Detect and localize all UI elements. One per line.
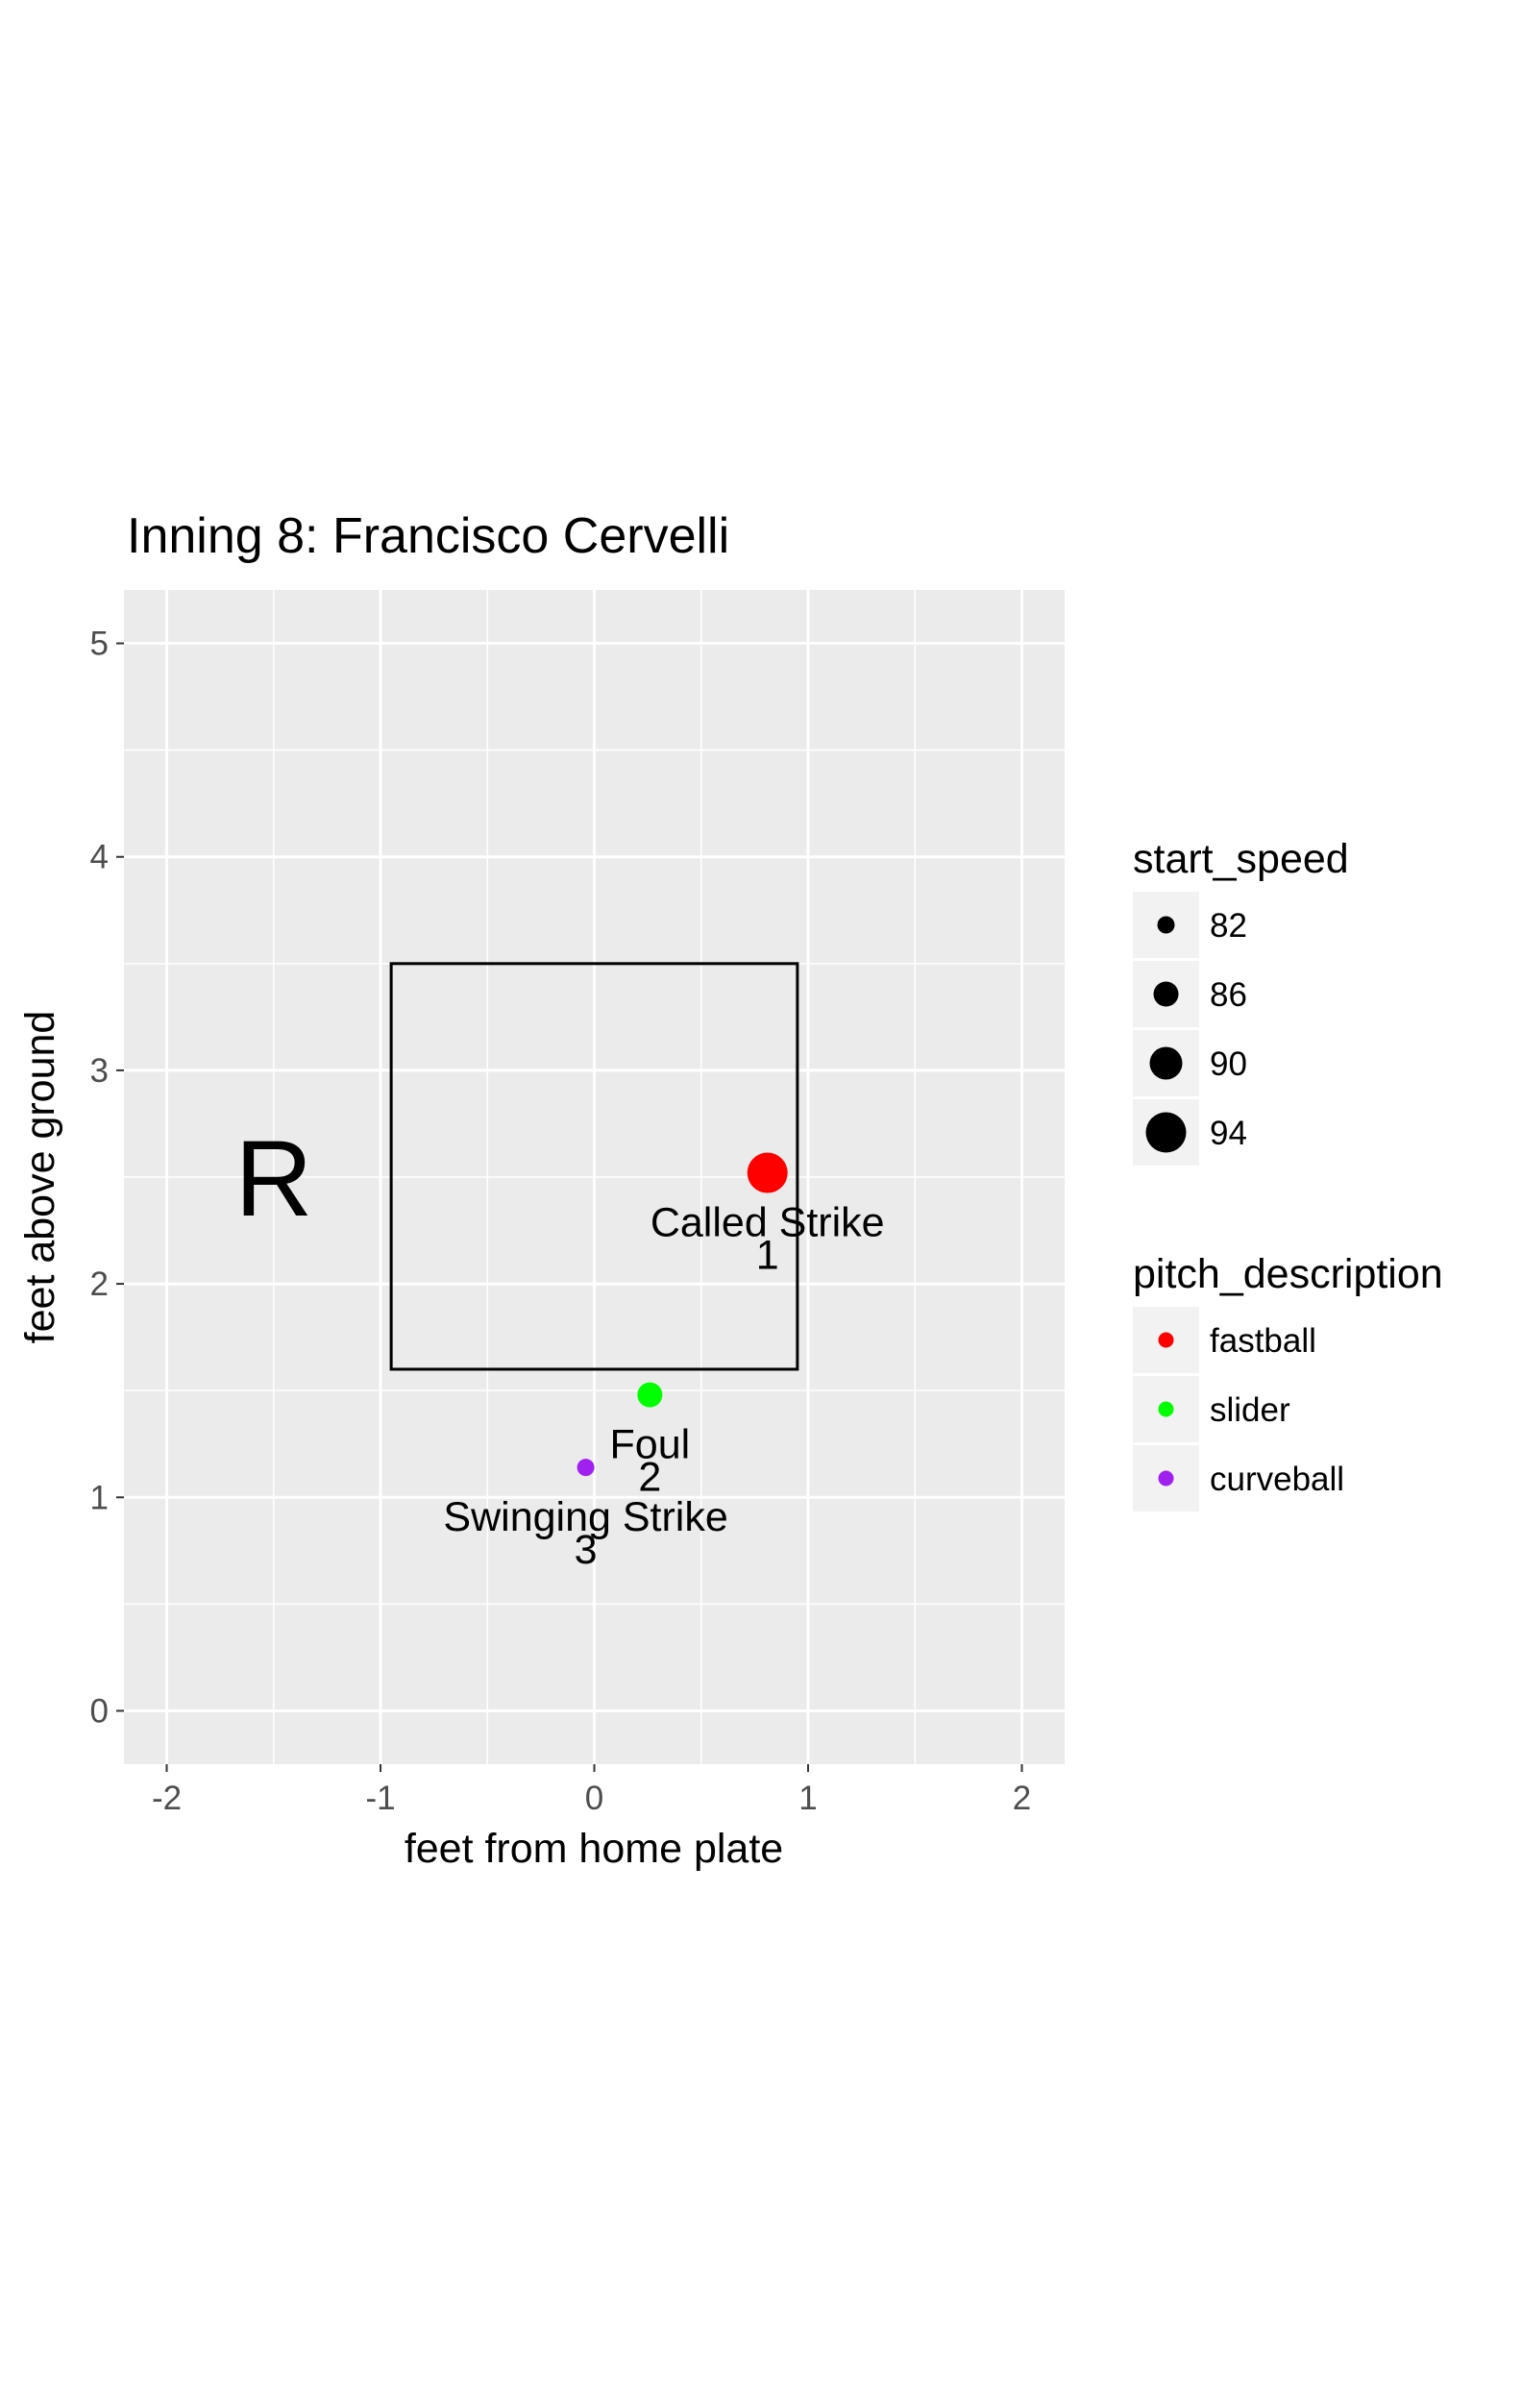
pitch-point <box>577 1459 595 1477</box>
y-tick-label: 0 <box>90 1692 109 1730</box>
pitch-number-label: 3 <box>575 1527 598 1573</box>
x-tick-label: -1 <box>365 1780 395 1817</box>
color-legend-label: slider <box>1210 1391 1290 1429</box>
color-legend-dot <box>1158 1470 1174 1487</box>
y-axis-title: feet above ground <box>17 1011 63 1344</box>
size-legend-label: 82 <box>1210 907 1247 945</box>
color-legend-title: pitch_description <box>1133 1251 1443 1297</box>
color-legend-label: curveball <box>1210 1461 1344 1498</box>
size-legend-title: start_speed <box>1133 836 1349 882</box>
y-tick-label: 3 <box>90 1052 109 1090</box>
pitch-result-label: Called Strike <box>651 1200 885 1246</box>
y-tick-label: 2 <box>90 1265 109 1303</box>
x-tick-label: 1 <box>798 1780 817 1817</box>
size-legend: start_speed 82 86 90 94 <box>1133 836 1349 1166</box>
size-legend-dot <box>1153 981 1179 1007</box>
y-tick-label: 4 <box>90 839 109 876</box>
size-legend-label: 94 <box>1210 1115 1247 1152</box>
size-legend-dot <box>1145 1112 1187 1153</box>
pitch-point <box>747 1152 788 1193</box>
color-legend-dot <box>1158 1401 1174 1417</box>
color-legend: pitch_description fastball slider curvebal… <box>1133 1251 1443 1511</box>
pitch-result-label: Foul <box>610 1422 691 1468</box>
pitch-number-label: 2 <box>638 1455 661 1501</box>
batter-stance-label: R <box>235 1118 313 1239</box>
x-tick-label: 0 <box>585 1780 603 1817</box>
x-tick-label: 2 <box>1013 1780 1031 1817</box>
color-legend-label: fastball <box>1210 1322 1316 1360</box>
size-legend-dot <box>1157 916 1175 934</box>
chart-title: Inning 8: Francisco Cervelli <box>127 508 729 564</box>
size-legend-dot <box>1149 1046 1183 1080</box>
color-legend-dot <box>1158 1332 1174 1348</box>
x-axis-title: feet from home plate <box>405 1826 783 1872</box>
y-tick-label: 5 <box>90 626 109 663</box>
pitch-number-label: 1 <box>756 1233 779 1279</box>
grid-lines <box>124 590 1065 1764</box>
y-tick-label: 1 <box>90 1479 109 1516</box>
size-legend-label: 86 <box>1210 976 1247 1014</box>
size-legend-label: 90 <box>1210 1045 1247 1083</box>
x-tick-label: -2 <box>152 1780 182 1817</box>
pitch-point <box>637 1382 663 1408</box>
color-legend-keys: fastball slider curveball <box>1133 1307 1344 1511</box>
pitch-result-label: Swinging Strike <box>443 1494 727 1540</box>
strike-zone-box <box>389 962 799 1371</box>
size-legend-keys: 82 86 90 94 <box>1133 892 1247 1166</box>
